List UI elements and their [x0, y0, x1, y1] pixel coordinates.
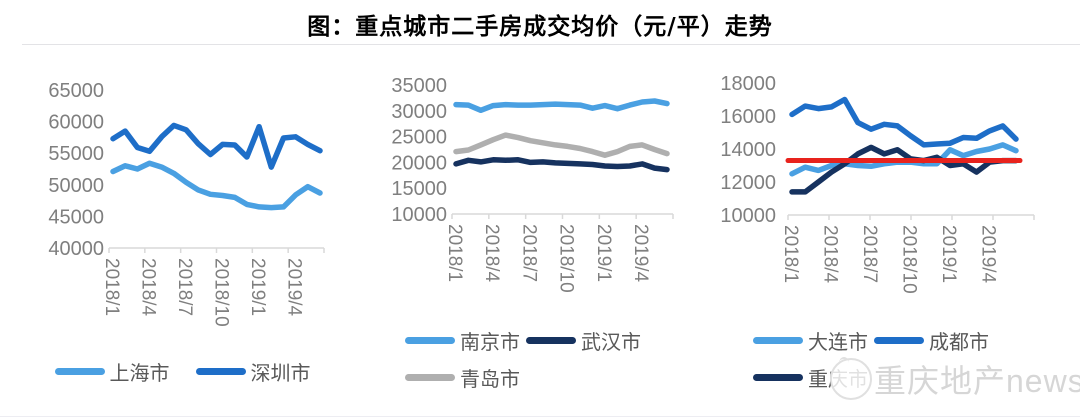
x-axis-tick-label: 2019/4 — [284, 258, 305, 317]
x-axis-tick-label: 2019/1 — [593, 224, 614, 282]
watermark-text: 重庆地产news — [874, 363, 1080, 399]
legend-marker-icon — [405, 374, 455, 381]
x-axis-tick-label: 2018/10 — [899, 225, 920, 294]
legend-marker-icon — [526, 337, 576, 344]
x-axis-tick-label: 2019/4 — [630, 224, 651, 283]
legend-label: 上海市 — [109, 363, 170, 385]
legend-label: 成都市 — [929, 332, 989, 354]
y-axis-tick-label: 30000 — [391, 101, 447, 123]
legend-marker-icon — [753, 374, 803, 381]
legend-label: 深圳市 — [250, 363, 311, 385]
x-axis-tick-label: 2018/1 — [444, 224, 465, 282]
legend-label: 南京市 — [460, 332, 520, 354]
x-axis-tick-label: 2018/1 — [780, 225, 801, 283]
series-line-上海市 — [110, 160, 323, 211]
series-line-武汉市 — [453, 157, 670, 173]
legend-item-南京市: 南京市 — [405, 326, 520, 355]
legend-middle-chart: 南京市 武汉市青岛市 — [405, 326, 705, 400]
y-axis-tick-label: 16000 — [720, 106, 776, 128]
y-axis-tick-label: 25000 — [391, 127, 447, 149]
y-axis-tick-label: 10000 — [720, 205, 776, 227]
title-divider — [22, 44, 1080, 45]
legend-row: 大连市 成都市 — [753, 326, 1063, 355]
x-axis-tick-label: 2018/4 — [481, 224, 502, 283]
legend-row: 上海市 深圳市 — [28, 357, 363, 386]
legend-label: 大连市 — [808, 332, 868, 354]
y-axis-tick-label: 35000 — [391, 75, 447, 97]
legend-marker-icon — [405, 337, 455, 344]
y-axis-tick-label: 50000 — [48, 175, 104, 197]
legend-item-上海市: 上海市 — [54, 357, 170, 386]
legend-item-大连市: 大连市 — [753, 326, 868, 355]
legend-marker-icon — [874, 337, 924, 344]
legend-item-青岛市: 青岛市 — [405, 363, 520, 392]
x-axis-tick-label: 2018/7 — [519, 224, 540, 282]
x-axis-tick-label: 2019/1 — [938, 225, 959, 283]
watermark: 重庆地产news — [830, 356, 1080, 402]
y-axis-tick-label: 10000 — [391, 204, 447, 226]
x-axis-tick-label: 2018/7 — [859, 225, 880, 283]
x-axis-tick-label: 2018/7 — [174, 258, 195, 316]
series-line-青岛市 — [453, 132, 670, 158]
y-axis-tick-label: 55000 — [48, 143, 104, 165]
series-line-重庆市 — [789, 144, 1019, 195]
y-axis-tick-label: 20000 — [391, 152, 447, 174]
legend-label: 武汉市 — [581, 332, 641, 354]
x-axis-tick-label: 2018/10 — [556, 224, 577, 293]
legend-item-武汉市: 武汉市 — [526, 326, 641, 355]
x-axis-tick-label: 2019/4 — [978, 225, 999, 284]
y-axis-tick-label: 12000 — [720, 172, 776, 194]
series-line-成都市 — [789, 96, 1019, 148]
legend-marker-icon — [753, 337, 803, 344]
y-axis-tick-label: 40000 — [48, 238, 104, 260]
bottom-divider — [0, 416, 1080, 417]
y-axis-tick-label: 18000 — [720, 73, 776, 95]
legend-item-成都市: 成都市 — [874, 326, 989, 355]
y-axis-tick-label: 14000 — [720, 139, 776, 161]
legend-label: 青岛市 — [460, 369, 520, 391]
legend-marker-icon — [54, 368, 105, 375]
legend-item-深圳市: 深圳市 — [195, 357, 311, 386]
series-line-深圳市 — [110, 122, 323, 170]
legend-marker-icon — [195, 368, 246, 375]
legend-row: 青岛市 — [405, 363, 705, 392]
watermark-mascot-logo-icon — [830, 357, 872, 400]
legend-row: 南京市 武汉市 — [405, 326, 705, 355]
y-axis-tick-label: 65000 — [48, 80, 104, 102]
figure-title: 图：重点城市二手房成交均价（元/平）走势 — [307, 13, 773, 40]
y-axis-tick-label: 60000 — [48, 112, 104, 134]
x-axis-tick-label: 2018/10 — [211, 258, 232, 327]
legend-right-chart: 大连市成都市重庆市 — [753, 326, 1063, 400]
y-axis-tick-label: 45000 — [48, 206, 104, 228]
x-axis-tick-label: 2018/4 — [138, 258, 159, 317]
x-axis-tick-label: 2019/1 — [247, 258, 268, 316]
legend-left-chart: 上海市 深圳市 — [28, 357, 363, 394]
x-axis-tick-label: 2018/1 — [101, 258, 122, 316]
y-axis-tick-label: 15000 — [391, 178, 447, 200]
series-line-南京市 — [453, 98, 670, 114]
x-axis-tick-label: 2018/4 — [820, 225, 841, 284]
